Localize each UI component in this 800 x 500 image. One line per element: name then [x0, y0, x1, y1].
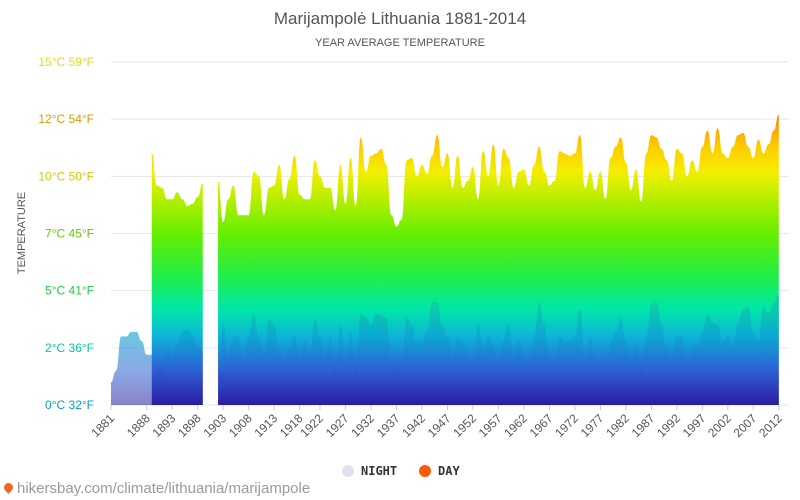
- plot-areas: [111, 114, 779, 406]
- x-tick-label: 1932: [348, 411, 377, 440]
- x-tick-label: 1967: [527, 411, 556, 440]
- y-tick-label: 7°C 45°F: [45, 227, 94, 241]
- y-tick-label: 15°C 59°F: [38, 55, 94, 69]
- y-axis-label: TEMPERATURE: [16, 192, 28, 274]
- x-axis-ticks: 1881 188818931898190319081913191819221927…: [88, 405, 785, 440]
- x-tick-label: 1952: [450, 411, 479, 440]
- night-area: [218, 295, 779, 405]
- y-tick-label: 12°C 54°F: [38, 112, 94, 126]
- legend[interactable]: NIGHT DAY: [342, 464, 460, 478]
- x-tick-label: 1977: [578, 411, 607, 440]
- legend-night-label[interactable]: NIGHT: [361, 464, 397, 478]
- chart-subtitle: YEAR AVERAGE TEMPERATURE: [315, 37, 485, 49]
- map-pin-icon: [2, 481, 15, 494]
- x-tick-label: 1903: [200, 411, 229, 440]
- x-tick-label: 1893: [150, 411, 179, 440]
- source-link[interactable]: hikersbay.com/climate/lithuania/marijamp…: [2, 480, 311, 497]
- chart-title: Marijampolė Lithuania 1881-2014: [274, 9, 526, 28]
- x-tick-label: 2012: [756, 411, 785, 440]
- x-tick-label: 1992: [654, 411, 683, 440]
- x-tick-label: 2007: [731, 411, 760, 440]
- x-tick-label: 2002: [705, 411, 734, 440]
- x-tick-label: 1972: [552, 411, 581, 440]
- x-tick-label: 1898: [175, 411, 204, 440]
- y-tick-label: 2°C 36°F: [45, 341, 94, 355]
- y-tick-label: 10°C 50°F: [38, 169, 94, 183]
- x-tick-label: 1881: [88, 411, 117, 440]
- legend-night-marker[interactable]: [342, 465, 354, 477]
- x-tick-label: 1947: [425, 411, 454, 440]
- day-area: [218, 114, 779, 406]
- x-tick-label: 1957: [476, 411, 505, 440]
- source-link-text[interactable]: hikersbay.com/climate/lithuania/marijamp…: [17, 480, 311, 497]
- y-tick-label: 0°C 32°F: [45, 398, 94, 412]
- x-tick-label: 1913: [251, 411, 280, 440]
- x-tick-label: 1927: [323, 411, 352, 440]
- x-tick-label: 1982: [603, 411, 632, 440]
- legend-day-marker[interactable]: [419, 465, 431, 477]
- night-area: [111, 329, 203, 405]
- y-tick-label: 5°C 41°F: [45, 284, 94, 298]
- x-tick-label: 1937: [374, 411, 403, 440]
- y-axis-ticks: 0°C 32°F 2°C 36°F 5°C 41°F 7°C 45°F 10°C 50°…: [38, 55, 94, 412]
- x-tick-label: 1962: [501, 411, 530, 440]
- legend-day-label[interactable]: DAY: [438, 464, 460, 478]
- x-tick-label: 1987: [629, 411, 658, 440]
- x-tick-label: 1908: [226, 411, 255, 440]
- x-tick-label: 1997: [680, 411, 709, 440]
- x-tick-label: 1888: [124, 411, 153, 440]
- x-tick-label: 1942: [399, 411, 428, 440]
- x-tick-label: 1922: [297, 411, 326, 440]
